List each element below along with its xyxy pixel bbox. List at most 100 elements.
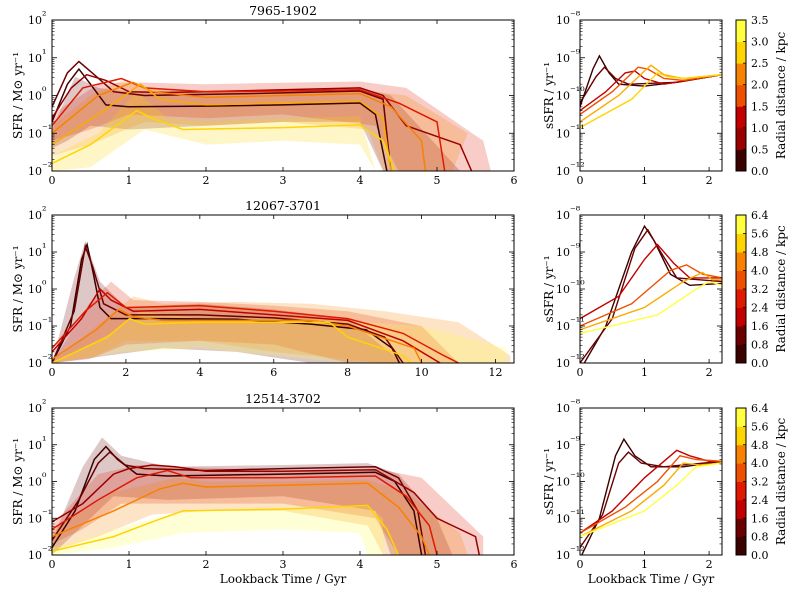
- sfr-ytick-label: 10: [28, 320, 42, 333]
- sfr-xtick-label: 4: [357, 558, 364, 571]
- colorbar-segment: [736, 20, 746, 43]
- colorbar-segment: [736, 63, 746, 86]
- colorbar-tick-label: 0.8: [751, 339, 769, 352]
- sfr-ytick-label: 10: [28, 165, 42, 178]
- colorbar-tick-label: 1.5: [751, 100, 769, 113]
- sfr-uncertainty-band: [52, 477, 468, 555]
- colorbar-tick-label: 1.6: [751, 512, 769, 525]
- sfr-ytick-exponent: ⁻²: [42, 352, 52, 365]
- colorbar-segment: [736, 41, 746, 64]
- sfr-series-line: [52, 317, 412, 363]
- sfr-series-line: [52, 109, 396, 171]
- sfr-uncertainty-band: [52, 76, 461, 171]
- ssfr-ytick-exponent: ⁻¹²: [570, 352, 585, 365]
- sfr-ytick-exponent: ⁰: [42, 278, 47, 291]
- ssfr-ytick-label: 10: [556, 283, 570, 296]
- ssfr-ytick-exponent: ⁻⁹: [570, 434, 581, 447]
- colorbar-tick-label: 4.0: [751, 265, 769, 278]
- sfr-ytick-exponent: ²: [42, 204, 46, 217]
- sfr-uncertainty-band: [52, 505, 384, 555]
- ssfr-frame: [579, 19, 723, 172]
- ssfr-ytick-exponent: ⁻¹¹: [570, 315, 585, 328]
- colorbar-segment: [736, 481, 746, 501]
- colorbar-tick-label: 0.0: [751, 165, 769, 178]
- sfr-uncertainty-band: [52, 296, 511, 363]
- panel-title: 12514-3702: [245, 391, 321, 406]
- colorbar-segment: [736, 444, 746, 464]
- colorbar-tick-label: 4.8: [751, 439, 769, 452]
- sfr-series-line: [52, 287, 441, 363]
- sfr-uncertainty-band: [52, 81, 491, 171]
- ssfr-ytick-exponent: ⁻⁹: [570, 241, 581, 254]
- ssfr-xtick-label: 2: [706, 366, 713, 379]
- sfr-y-axis-label: SFR / M⊙ yr⁻¹: [11, 52, 25, 139]
- sfr-plot-area: [52, 437, 484, 555]
- colorbar-segment: [736, 149, 746, 172]
- sfr-xtick-label: 4: [357, 174, 364, 187]
- ssfr-ytick-label: 10: [556, 512, 570, 525]
- ssfr-series-line: [580, 455, 722, 534]
- sfr-xtick-label: 0: [49, 366, 56, 379]
- sfr-ytick-label: 10: [28, 439, 42, 452]
- ssfr-plot-area: [580, 54, 722, 129]
- sfr-xtick-label: 0: [49, 174, 56, 187]
- sfr-series-line: [52, 67, 388, 171]
- sfr-xtick-label: 8: [344, 366, 351, 379]
- colorbar-segment: [736, 426, 746, 446]
- ssfr-ytick-exponent: ⁻¹²: [570, 160, 585, 173]
- colorbar-label: Radial distance / kpc: [774, 225, 788, 353]
- sfr-ytick-exponent: ⁻¹: [42, 315, 52, 328]
- sfr-ytick-label: 10: [28, 402, 42, 415]
- ssfr-xtick-label: 1: [641, 174, 648, 187]
- sfr-ytick-label: 10: [28, 512, 42, 525]
- ssfr-xtick-label: 1: [641, 558, 648, 571]
- sfr-ytick-exponent: ²: [42, 9, 46, 22]
- ssfr-ytick-exponent: ⁻¹⁰: [570, 278, 585, 291]
- ssfr-ytick-label: 10: [556, 549, 570, 562]
- colorbar-segment: [736, 270, 746, 290]
- sfr-xtick-label: 0: [49, 558, 56, 571]
- ssfr-y-axis-label: sSFR / yr⁻¹: [542, 448, 556, 515]
- colorbar-segment: [736, 127, 746, 150]
- ssfr-xtick-label: 0: [577, 366, 584, 379]
- ssfr-series-line: [580, 228, 722, 363]
- colorbar-tick-label: 5.6: [751, 228, 769, 241]
- colorbar-tick-label: 4.8: [751, 246, 769, 259]
- colorbar-label: Radial distance / kpc: [774, 32, 788, 160]
- sfr-xtick-label: 12: [489, 366, 503, 379]
- sfr-xtick-label: 10: [415, 366, 429, 379]
- ssfr-ytick-label: 10: [556, 439, 570, 452]
- sfr-y-axis-label: SFR / M⊙ yr⁻¹: [11, 438, 25, 525]
- sfr-ytick-label: 10: [28, 476, 42, 489]
- sfr-y-axis-label: SFR / M⊙ yr⁻¹: [11, 245, 25, 332]
- sfr-ytick-label: 10: [28, 549, 42, 562]
- sfr-ytick-exponent: ⁰: [42, 85, 47, 98]
- sfr-ytick-label: 10: [28, 90, 42, 103]
- sfr-ytick-exponent: ²: [42, 397, 46, 410]
- colorbar-segment: [736, 84, 746, 107]
- colorbar-tick-label: 1.0: [751, 122, 769, 135]
- colorbar-segment: [736, 518, 746, 538]
- colorbar-tick-label: 2.4: [751, 302, 769, 315]
- ssfr-ytick-label: 10: [556, 402, 570, 415]
- colorbar-segment: [736, 408, 746, 427]
- colorbar-tick-label: 4.0: [751, 457, 769, 470]
- sfr-uncertainty-band: [52, 240, 404, 363]
- ssfr-series-line: [580, 449, 722, 534]
- colorbar-segment: [736, 499, 746, 519]
- sfr-series-line: [52, 451, 427, 555]
- colorbar-segment: [736, 344, 746, 364]
- ssfr-series-line: [580, 280, 722, 335]
- sfr-ytick-label: 10: [28, 357, 42, 370]
- colorbar-label: Radial distance / kpc: [774, 418, 788, 546]
- colorbar-tick-label: 0.0: [751, 357, 769, 370]
- ssfr-xtick-label: 1: [641, 366, 648, 379]
- sfr-ytick-label: 10: [28, 52, 42, 65]
- panel-title: 12067-3701: [245, 198, 321, 213]
- sfr-series-line: [52, 243, 404, 363]
- colorbar-segment: [736, 307, 746, 327]
- sfr-xtick-label: 3: [280, 558, 287, 571]
- panel-title: 7965-1902: [249, 3, 317, 18]
- ssfr-series-line: [580, 64, 722, 123]
- colorbar-tick-label: 3.0: [751, 36, 769, 49]
